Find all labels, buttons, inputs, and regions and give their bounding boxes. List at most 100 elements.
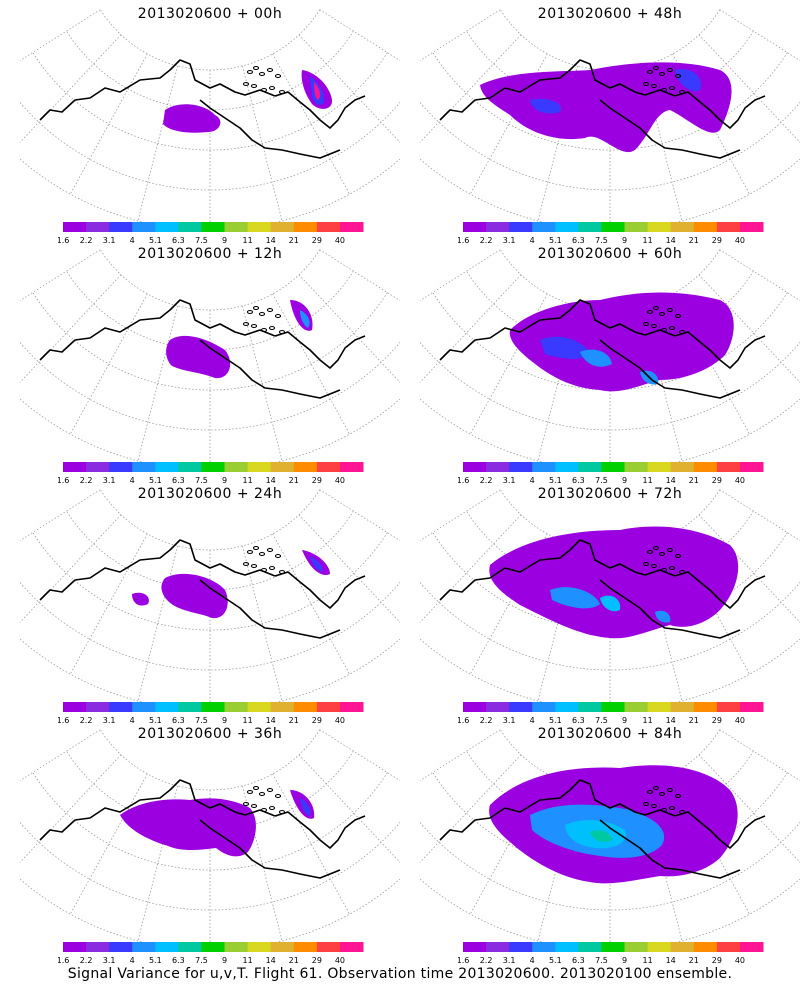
colorbar-tick-label: 9	[222, 716, 227, 725]
colorbar-swatch	[670, 462, 695, 472]
colorbar-tick-label: 40	[735, 716, 745, 725]
colorbar-tick-label: 14	[666, 956, 676, 965]
latitude-circle	[99, 249, 321, 311]
colorbar-tick-label: 5.1	[549, 956, 562, 965]
colorbar-tick-label: 14	[266, 716, 276, 725]
latitude-circle	[99, 729, 321, 791]
latitude-circle	[99, 489, 321, 551]
colorbar-swatch	[270, 222, 295, 232]
colorbar-tick-label: 29	[712, 716, 722, 725]
variance-field	[489, 765, 738, 884]
colorbar-tick-label: 2.2	[480, 716, 493, 725]
coastline	[39, 539, 276, 601]
colorbar-swatch	[532, 222, 556, 232]
colorbar-tick-label: 4	[530, 716, 535, 725]
colorbar-tick-label: 3.1	[103, 716, 116, 725]
meridian-line	[272, 293, 351, 435]
coastline	[439, 779, 676, 841]
island-outline	[660, 87, 668, 93]
colorbar-tick-label: 6.3	[172, 716, 185, 725]
meridian-line	[469, 773, 548, 915]
latitude-circle	[20, 101, 400, 191]
colorbar-tick-label: 7.5	[595, 716, 608, 725]
colorbar-swatch	[109, 462, 133, 472]
variance-contour	[310, 556, 323, 572]
island-outline	[658, 71, 666, 77]
colorbar-swatch	[224, 462, 249, 472]
map-canvas	[20, 729, 400, 951]
colorbar-swatch	[63, 222, 87, 232]
meridian-line	[319, 249, 400, 302]
map-panel: 2013020600 + 84h 1.6 2.2 3.1 4 5.1 6.3 7.5 9 11 14…	[420, 720, 800, 965]
colorbar-swatch	[647, 222, 672, 232]
meridian-line	[20, 514, 122, 623]
latitude-circle	[432, 52, 788, 151]
colorbar-swatch	[647, 942, 672, 952]
meridian-line	[20, 274, 122, 383]
colorbar-swatch	[693, 222, 718, 232]
colorbar-tick-label: 3.1	[103, 476, 116, 485]
colorbar-swatch	[578, 462, 602, 472]
island-outline	[642, 801, 650, 807]
coastline	[599, 99, 741, 159]
latitude-circle	[66, 270, 354, 351]
colorbar-tick-label: 3.1	[503, 956, 516, 965]
colorbar-swatch	[463, 702, 487, 712]
meridian-line	[641, 785, 683, 941]
colorbar: 1.6 2.2 3.1 4 5.1 6.3 7.5 9 11 14 21 29 40	[458, 702, 764, 725]
meridian-line	[20, 754, 122, 863]
latitude-circle	[466, 30, 754, 111]
colorbar-swatch	[463, 942, 487, 952]
meridian-line	[537, 305, 579, 461]
colorbar-tick-label: 11	[243, 956, 253, 965]
colorbar-tick-label: 2.2	[80, 236, 93, 245]
colorbar-swatch	[486, 462, 510, 472]
colorbar-tick-label: 21	[689, 956, 699, 965]
island-outline	[266, 67, 274, 73]
panel-title: 2013020600 + 24h	[137, 486, 283, 502]
meridian-line	[298, 754, 400, 863]
island-outline	[242, 81, 250, 87]
map-canvas	[420, 489, 800, 711]
island-outline	[674, 553, 682, 559]
meridian-line	[319, 9, 400, 62]
colorbar-swatch	[247, 222, 272, 232]
meridian-line	[272, 773, 351, 915]
colorbar-swatch	[270, 702, 295, 712]
variance-field	[132, 550, 330, 619]
colorbar-tick-label: 11	[643, 476, 653, 485]
colorbar-tick-label: 9	[222, 476, 227, 485]
colorbar-tick-label: 11	[643, 956, 653, 965]
colorbar-swatch	[716, 222, 741, 232]
island-outline	[260, 327, 268, 333]
colorbar-swatch	[293, 702, 318, 712]
meridian-line	[69, 773, 148, 915]
colorbar-swatch	[670, 942, 695, 952]
colorbar-tick-label: 14	[266, 476, 276, 485]
panel-title: 2013020600 + 12h	[137, 246, 283, 262]
colorbar-swatch	[624, 702, 649, 712]
coastline	[274, 331, 366, 369]
island-outline	[258, 791, 266, 797]
coastline	[599, 579, 741, 639]
meridian-line	[672, 773, 751, 915]
colorbar-tick-label: 6.3	[572, 956, 585, 965]
colorbar-swatch	[316, 222, 341, 232]
colorbar-swatch	[224, 942, 249, 952]
colorbar-swatch	[486, 942, 510, 952]
meridian-line	[137, 65, 179, 221]
variance-contour	[161, 573, 228, 619]
colorbar-tick-label: 9	[622, 716, 627, 725]
colorbar-tick-label: 5.1	[549, 716, 562, 725]
colorbar-swatch	[63, 942, 87, 952]
island-outline	[242, 561, 250, 567]
colorbar-tick-label: 29	[312, 476, 322, 485]
colorbar-swatch	[578, 222, 602, 232]
island-outline	[674, 313, 682, 319]
island-outline	[652, 545, 660, 551]
colorbar-tick-label: 7.5	[195, 476, 208, 485]
meridian-line	[420, 514, 522, 623]
coastline	[39, 299, 276, 361]
colorbar-tick-label: 2.2	[480, 956, 493, 965]
